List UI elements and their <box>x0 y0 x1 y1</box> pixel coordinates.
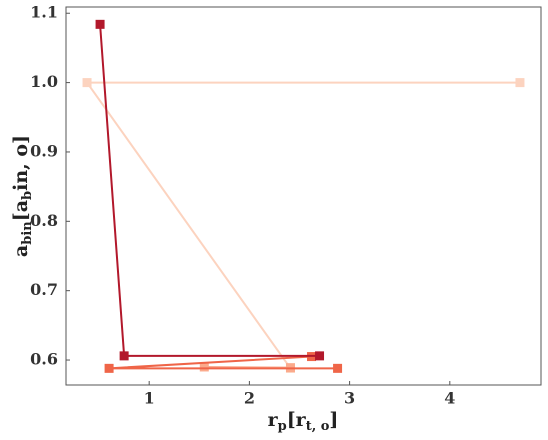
x-tick-label: 2 <box>244 389 255 408</box>
plot-frame <box>65 6 542 386</box>
marker <box>515 78 525 88</box>
y-tick-label: 1.1 <box>30 3 58 22</box>
y-tick-label: 0.9 <box>30 141 58 160</box>
marker <box>82 78 92 88</box>
marker <box>119 351 129 361</box>
marker <box>199 362 209 372</box>
series-line <box>85 81 520 369</box>
marker <box>104 363 114 373</box>
x-tick-label: 1 <box>144 389 155 408</box>
series-line <box>99 24 320 357</box>
y-axis-label: abin[abin, o] <box>10 135 35 257</box>
marker <box>95 19 105 29</box>
marker <box>315 351 325 361</box>
y-tick-label: 0.6 <box>30 350 58 369</box>
x-tick-label: 4 <box>444 389 455 408</box>
x-tick-label: 3 <box>344 389 355 408</box>
y-tick-label: 0.7 <box>30 280 58 299</box>
y-tick-label: 1.0 <box>30 72 58 91</box>
y-tick-label: 0.8 <box>30 211 58 230</box>
marker <box>333 363 343 373</box>
x-axis-label: rp[rt, o] <box>268 409 339 434</box>
